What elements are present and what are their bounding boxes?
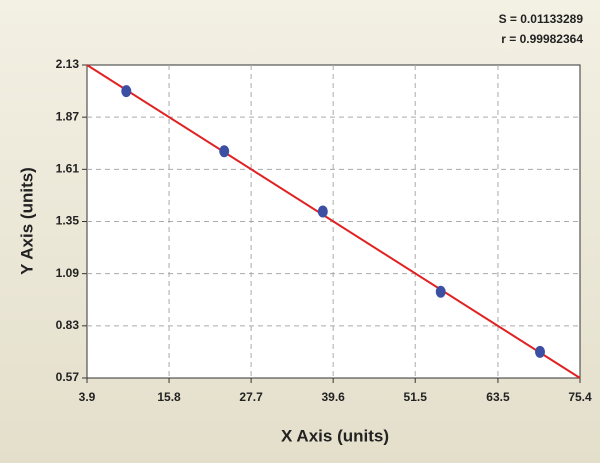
y-tick-label: 0.57 (56, 370, 80, 384)
x-tick-label: 3.9 (79, 390, 96, 404)
y-tick-label: 1.09 (56, 266, 80, 280)
y-tick-label: 2.13 (56, 57, 80, 71)
y-tick-label: 1.87 (56, 109, 80, 123)
x-tick-label: 39.6 (321, 390, 345, 404)
y-tick-label: 1.35 (56, 214, 80, 228)
data-point (435, 285, 446, 298)
x-tick-label: 75.4 (568, 390, 592, 404)
x-tick-label: 63.5 (486, 390, 510, 404)
y-axis-title: Y Axis (units) (17, 167, 36, 275)
fit-line (86, 64, 581, 379)
data-point (317, 205, 328, 218)
annotation: S = 0.01133289 (499, 12, 584, 26)
x-axis-title: X Axis (units) (281, 426, 389, 445)
x-tick-label: 51.5 (404, 390, 428, 404)
data-point (121, 85, 132, 98)
data-point (219, 145, 230, 158)
y-tick-label: 1.61 (56, 162, 80, 176)
x-tick-label: 15.8 (157, 390, 181, 404)
annotation: r = 0.99982364 (501, 32, 583, 46)
y-tick-label: 0.83 (56, 318, 80, 332)
data-point (535, 345, 546, 358)
x-tick-label: 27.7 (239, 390, 263, 404)
